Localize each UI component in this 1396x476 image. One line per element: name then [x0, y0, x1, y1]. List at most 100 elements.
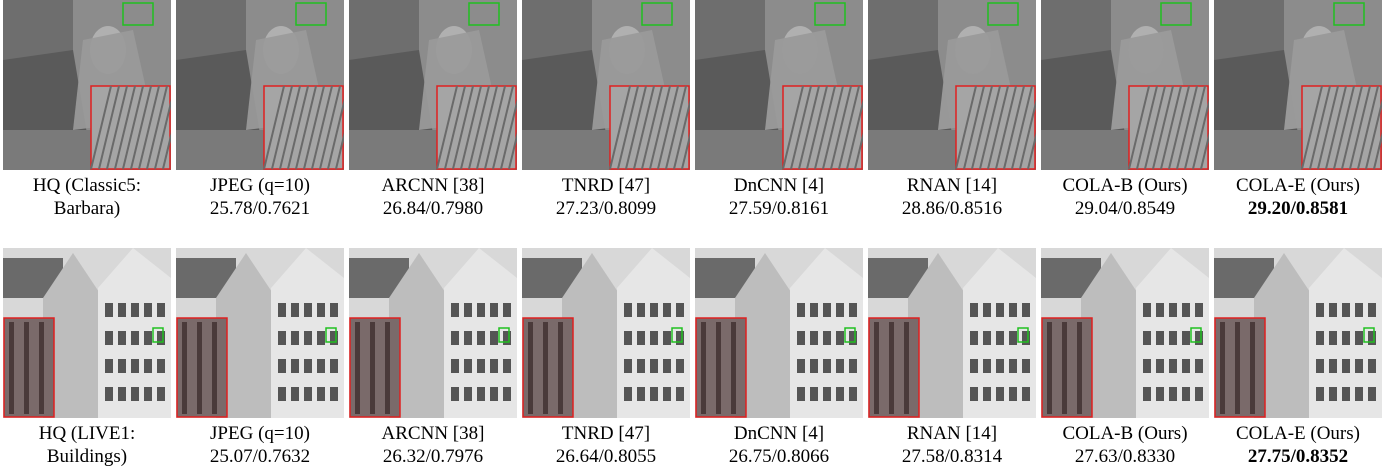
image-window: [1368, 359, 1376, 373]
image-window: [650, 359, 658, 373]
image-window: [304, 387, 312, 401]
image-shelf: [868, 0, 938, 60]
image-window: [983, 359, 991, 373]
image-window: [650, 331, 658, 345]
caption-method: ARCNN [38]: [347, 174, 520, 197]
image-window: [330, 387, 338, 401]
image-window: [503, 359, 511, 373]
image-window: [503, 303, 511, 317]
image-window: [1355, 359, 1363, 373]
caption-method: COLA-E (Ours): [1212, 422, 1385, 445]
image-window: [823, 331, 831, 345]
panel-caption: DnCNN [4]26.75/0.8066: [693, 422, 866, 468]
figure-panel: DnCNN [4]26.75/0.8066: [693, 248, 866, 468]
inset-texture: [1220, 322, 1225, 414]
image-window: [464, 387, 472, 401]
image-window: [464, 331, 472, 345]
inset-texture: [1062, 322, 1067, 414]
image-window: [451, 387, 459, 401]
caption-score: 27.23/0.8099: [520, 197, 693, 220]
image-window: [849, 303, 857, 317]
image-window: [1316, 359, 1324, 373]
image-window: [1368, 387, 1376, 401]
image-shelf: [1041, 0, 1111, 60]
image-window: [836, 359, 844, 373]
image-window: [996, 387, 1004, 401]
image-window: [810, 331, 818, 345]
inset-texture: [1250, 322, 1255, 414]
image-window: [637, 303, 645, 317]
image-window: [144, 331, 152, 345]
image-window: [624, 359, 632, 373]
image-window: [970, 387, 978, 401]
image-window: [1368, 331, 1376, 345]
image-window: [1169, 303, 1177, 317]
image-window: [663, 387, 671, 401]
panel-image: [176, 248, 344, 418]
panel-image: [522, 248, 690, 418]
caption-score: Buildings): [1, 445, 174, 468]
panel-image: [349, 0, 517, 170]
image-window: [490, 387, 498, 401]
panel-caption: DnCNN [4]27.59/0.8161: [693, 174, 866, 220]
image-window: [490, 331, 498, 345]
panel-caption: COLA-B (Ours)27.63/0.8330: [1039, 422, 1212, 468]
image-window: [1342, 359, 1350, 373]
image-window: [503, 331, 511, 345]
image-window: [477, 359, 485, 373]
inset-texture: [9, 322, 14, 414]
image-window: [157, 359, 165, 373]
panel-image: [695, 0, 863, 170]
caption-score: 29.04/0.8549: [1039, 197, 1212, 220]
panel-caption: HQ (Classic5:Barbara): [1, 174, 174, 220]
image-window: [1368, 303, 1376, 317]
image-window: [1316, 387, 1324, 401]
image-window: [451, 303, 459, 317]
figure-panel: DnCNN [4]27.59/0.8161: [693, 0, 866, 220]
caption-method: HQ (Classic5:: [1, 174, 174, 197]
caption-method: RNAN [14]: [866, 174, 1039, 197]
image-window: [637, 331, 645, 345]
image-window: [1195, 387, 1203, 401]
image-window: [1329, 387, 1337, 401]
image-window: [330, 359, 338, 373]
caption-method: HQ (LIVE1:: [1, 422, 174, 445]
image-window: [317, 331, 325, 345]
image-window: [810, 303, 818, 317]
figure-panel: COLA-E (Ours)27.75/0.8352: [1212, 248, 1385, 468]
figure-panel: TNRD [47]26.64/0.8055: [520, 248, 693, 468]
inset-texture: [24, 322, 29, 414]
caption-method: ARCNN [38]: [347, 422, 520, 445]
panel-image: [695, 248, 863, 418]
image-window: [144, 387, 152, 401]
image-window: [1022, 303, 1030, 317]
image-window: [983, 331, 991, 345]
image-window: [105, 303, 113, 317]
image-window: [1022, 331, 1030, 345]
figure-panel: JPEG (q=10)25.78/0.7621: [174, 0, 347, 220]
inset-texture: [197, 322, 202, 414]
image-shelf: [176, 0, 246, 60]
panel-caption: JPEG (q=10)25.78/0.7621: [174, 174, 347, 220]
image-window: [1329, 331, 1337, 345]
image-window: [317, 303, 325, 317]
caption-score: 27.75/0.8352: [1212, 445, 1385, 468]
image-window: [131, 331, 139, 345]
image-window: [464, 359, 472, 373]
image-window: [676, 303, 684, 317]
image-window: [291, 303, 299, 317]
panel-image: [1041, 248, 1209, 418]
image-window: [1195, 331, 1203, 345]
inset-texture: [731, 322, 736, 414]
image-shelf: [522, 0, 592, 60]
image-window: [836, 331, 844, 345]
image-window: [144, 303, 152, 317]
image-window: [1169, 331, 1177, 345]
panel-image: [349, 248, 517, 418]
image-window: [317, 387, 325, 401]
image-window: [477, 331, 485, 345]
image-window: [637, 387, 645, 401]
inset-texture: [701, 322, 706, 414]
image-window: [650, 303, 658, 317]
inset-texture: [528, 322, 533, 414]
